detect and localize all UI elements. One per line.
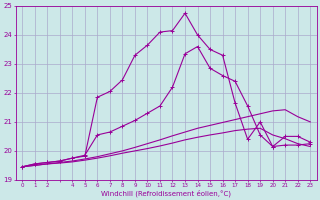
X-axis label: Windchill (Refroidissement éolien,°C): Windchill (Refroidissement éolien,°C) [101, 189, 231, 197]
